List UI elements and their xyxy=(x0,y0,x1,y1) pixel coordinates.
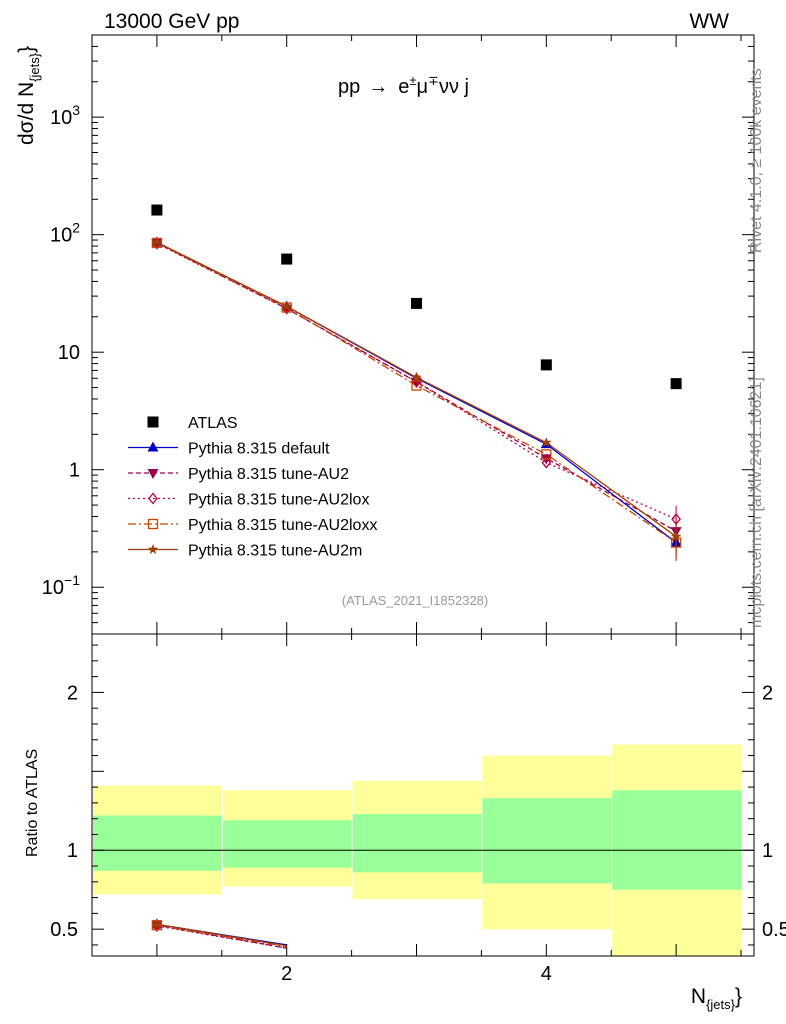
ratio-line-pythia-8-315-tune-au2loxx xyxy=(156,924,287,948)
data-point-pythia-8-315-tune-au2lox xyxy=(281,302,292,315)
data-point-atlas xyxy=(281,253,293,265)
title-e: e xyxy=(398,76,409,98)
data-point-pythia-8-315-tune-au2lox xyxy=(541,456,552,469)
ratio-y-tick-label-right: 2 xyxy=(762,682,773,704)
series-line-pythia-8-315-tune-au2loxx xyxy=(156,242,677,544)
band-green-4 xyxy=(482,798,612,884)
legend-marker-atlas xyxy=(147,416,159,428)
legend-label-pythia-8-315-tune-au2m: Pythia 8.315 tune-AU2m xyxy=(188,543,362,560)
ratio-line-pythia-8-315-tune-au2m xyxy=(156,923,287,947)
ratio-y-tick-label-left: 1 xyxy=(67,840,78,862)
band-green-2 xyxy=(222,820,352,868)
legend-marker-pythia-8-315-default xyxy=(147,441,159,452)
title-pm: ± xyxy=(409,73,416,88)
analysis-id-annotation: (ATLAS_2021_I1852328) xyxy=(342,593,488,608)
ratio-y-tick-label-left: 0.5 xyxy=(50,919,78,941)
legend-label-atlas: ATLAS xyxy=(188,415,238,432)
data-point-pythia-8-315-tune-au2m xyxy=(541,437,552,448)
data-point-pythia-8-315-tune-au2loxx xyxy=(411,380,422,391)
title-arrow: → xyxy=(368,76,388,98)
ratio-plot-frame xyxy=(91,633,755,957)
rivet-version-label: Rivet 4.1.0, ≥ 100k events xyxy=(748,68,765,253)
ratio-y-tick-label-right: 1 xyxy=(762,840,773,862)
data-point-pythia-8-315-tune-au2m xyxy=(670,531,682,541)
main-y-tick-label: 1 xyxy=(69,460,80,482)
x-axis-label-close: } xyxy=(735,985,742,1008)
data-point-pythia-8-315-tune-au2m xyxy=(151,236,163,247)
legend-marker-pythia-8-315-tune-au2lox xyxy=(148,492,158,505)
legend-marker-pythia-8-315-tune-au2loxx xyxy=(147,518,159,530)
data-point-pythia-8-315-tune-au2m xyxy=(411,371,422,382)
x-tick-label: 2 xyxy=(281,963,292,985)
x-axis-label-main: N xyxy=(691,985,706,1008)
legend: ATLAS Pythia 8.315 default Pythia 8.315 tu… xyxy=(128,415,377,560)
legend-label-pythia-8-315-tune-au2: Pythia 8.315 tune-AU2 xyxy=(188,466,349,483)
title-pp: pp xyxy=(338,76,360,98)
mcplots-url-label: mcplots.cern.ch [arXiv:2401.10621] xyxy=(748,377,765,628)
main-series-markers xyxy=(151,204,682,561)
main-y-axis-label-main: dσ/d N xyxy=(15,82,38,145)
ratio-series-lines xyxy=(151,918,287,949)
data-point-atlas xyxy=(411,297,423,309)
band-green-5 xyxy=(612,790,742,890)
x-axis-label: N{jets}} xyxy=(691,985,742,1012)
ratio-uncertainty-bands xyxy=(93,744,742,956)
title-mp: ∓ xyxy=(428,73,439,88)
series-line-pythia-8-315-tune-au2lox xyxy=(156,242,677,520)
ratio-line-pythia-8-315-tune-au2lox xyxy=(156,925,287,949)
band-green-1 xyxy=(93,815,222,871)
data-point-atlas xyxy=(670,378,682,390)
ratio-y-axis-label: Ratio to ATLAS xyxy=(24,749,41,857)
data-point-pythia-8-315-tune-au2loxx xyxy=(541,449,552,460)
ratio-y-tick-label-left: 2 xyxy=(67,682,78,704)
legend-marker-pythia-8-315-tune-au2m xyxy=(147,544,159,554)
title-rest: νν j xyxy=(439,76,469,98)
legend-marker-pythia-8-315-tune-au2 xyxy=(147,469,159,479)
x-axis-label-sub: {jets} xyxy=(706,997,736,1012)
data-point-pythia-8-315-tune-au2m xyxy=(281,300,292,311)
ratio-point-pythia-8-315-tune-au2m xyxy=(151,918,163,929)
main-y-tick-label: 103 xyxy=(50,102,80,129)
main-y-axis-label: dσ/d N{jets}} xyxy=(15,46,42,145)
main-y-tick-label: 102 xyxy=(50,220,80,247)
data-point-atlas xyxy=(540,359,552,371)
x-tick-label: 4 xyxy=(541,963,552,985)
title-mu: μ xyxy=(417,76,429,98)
data-point-atlas xyxy=(151,204,163,216)
main-y-tick-label: 10−1 xyxy=(42,572,80,599)
legend-label-pythia-8-315-tune-au2loxx: Pythia 8.315 tune-AU2loxx xyxy=(188,517,377,534)
ratio-y-tick-label-right: 0.5 xyxy=(762,919,786,941)
legend-label-pythia-8-315-tune-au2lox: Pythia 8.315 tune-AU2lox xyxy=(188,492,369,509)
legend-label-pythia-8-315-default: Pythia 8.315 default xyxy=(188,441,330,458)
main-y-axis-label-close: } xyxy=(15,46,38,53)
main-y-axis-label-sub: {jets} xyxy=(27,52,42,82)
header-energy: 13000 GeV pp xyxy=(104,10,239,33)
axis-ticks xyxy=(92,34,754,956)
plot-title: pp → e±μ∓νν j xyxy=(338,73,469,98)
header-process: WW xyxy=(689,10,729,33)
main-y-tick-label: 10 xyxy=(58,342,80,364)
band-green-3 xyxy=(352,813,482,873)
